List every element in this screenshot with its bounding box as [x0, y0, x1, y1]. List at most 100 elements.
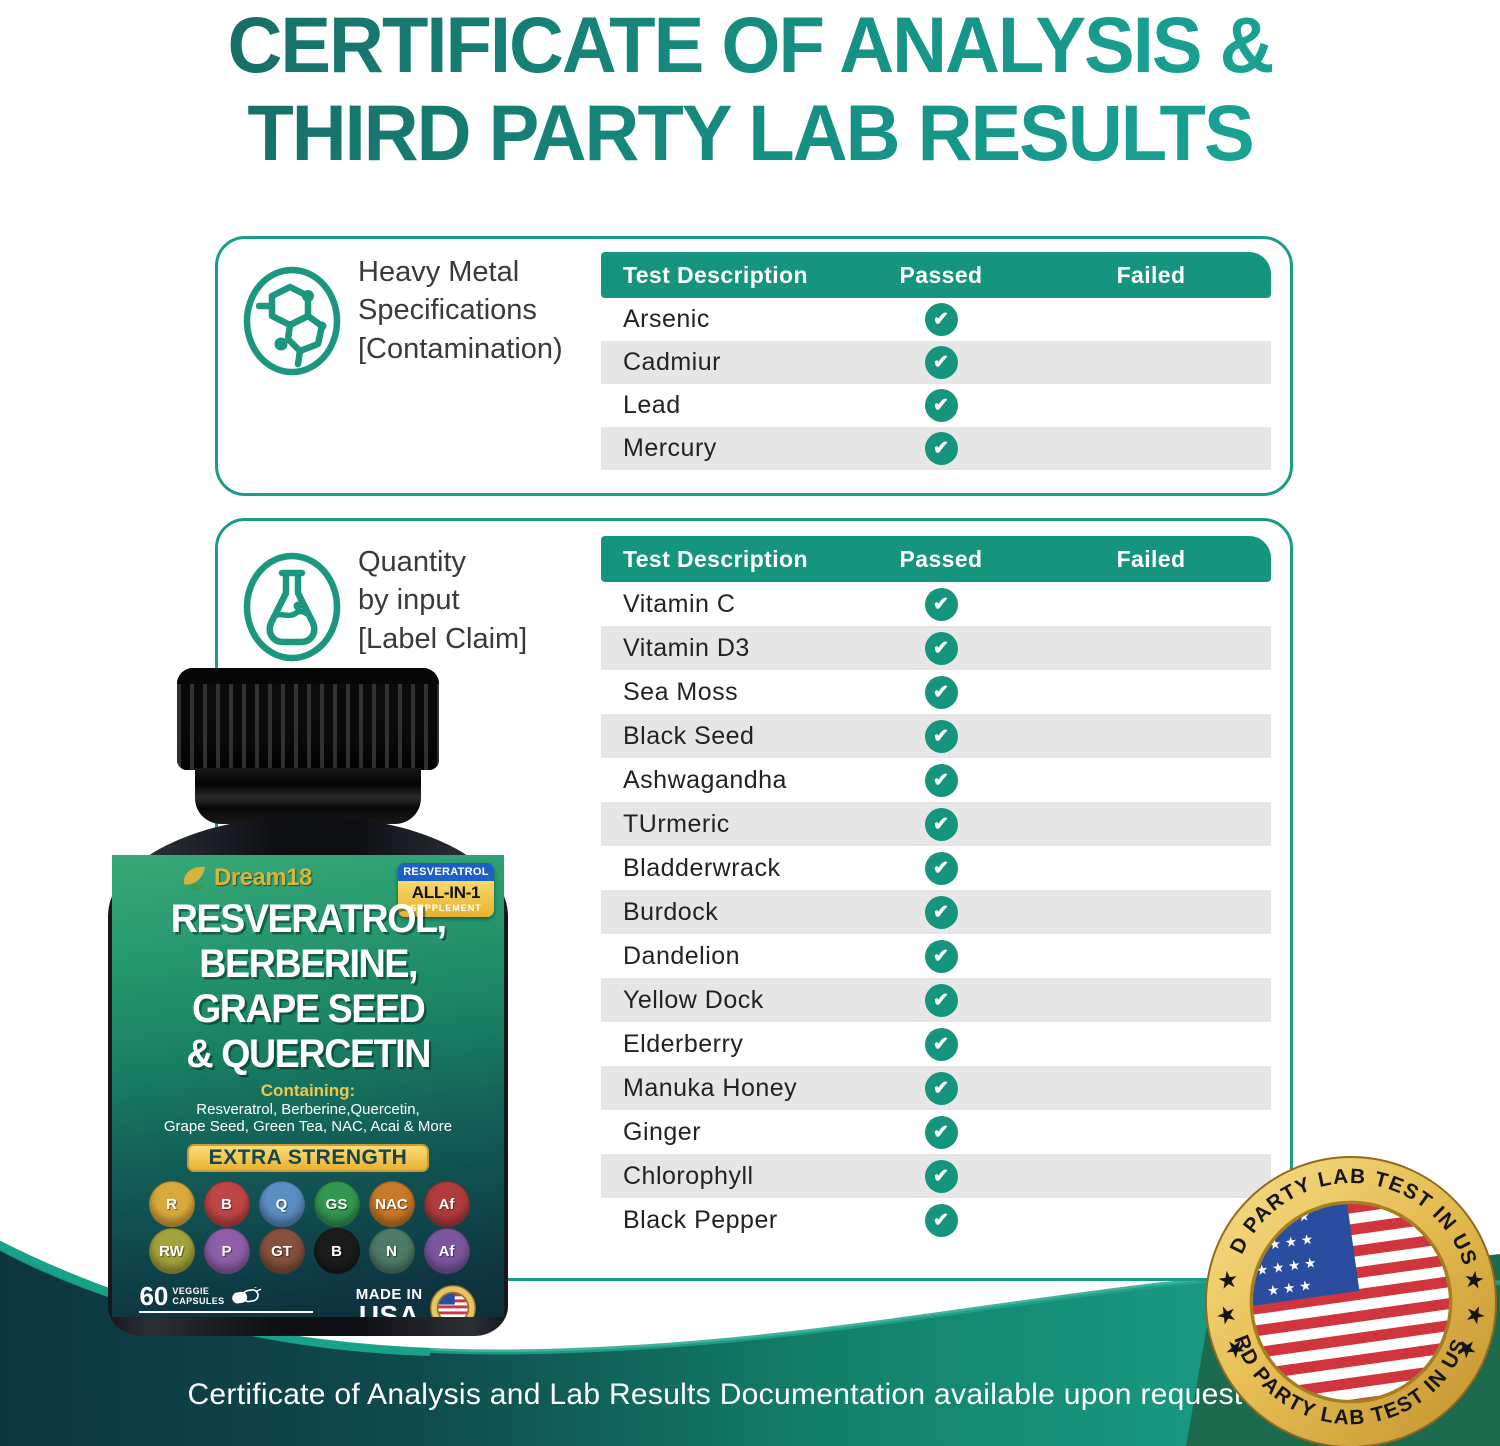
ingredient-circle: Af — [423, 1181, 470, 1227]
ingredient-circle: N — [368, 1228, 415, 1274]
svg-text:★: ★ — [1213, 1303, 1241, 1327]
passed-check-icon: ✔ — [924, 675, 958, 709]
heavy-metal-table: Test Description Passed Failed Arsenic ✔ … — [601, 252, 1271, 470]
passed-check-icon: ✔ — [924, 432, 958, 465]
table-row: Vitamin D3 ✔ — [601, 626, 1271, 670]
page-title: CERTIFICATE OF ANALYSIS & THIRD PARTY LA… — [0, 0, 1500, 178]
page-title-line-1: CERTIFICATE OF ANALYSIS & — [0, 0, 1500, 92]
table-row: Ginger ✔ — [601, 1110, 1271, 1154]
test-name: Sea Moss — [623, 677, 739, 706]
ingredient-circle: NAC — [368, 1181, 415, 1227]
passed-check-icon: ✔ — [924, 1115, 958, 1149]
passed-check-icon: ✔ — [924, 719, 958, 753]
test-name: Vitamin D3 — [623, 633, 750, 662]
ingredient-circle: B — [203, 1181, 250, 1227]
passed-check-icon: ✔ — [924, 1159, 958, 1193]
passed-check-icon: ✔ — [924, 1071, 958, 1105]
col-failed: Failed — [1116, 545, 1186, 572]
ingredient-circle: B — [313, 1228, 360, 1274]
capsule-unit-line: CAPSULES — [172, 1296, 225, 1306]
bottle-label: Dream18 RESVERATROL ALL-IN-1 SUPPLEMENT … — [112, 855, 504, 1317]
passed-check-icon: ✔ — [924, 303, 958, 336]
test-name: Ginger — [623, 1117, 702, 1146]
col-passed: Passed — [899, 261, 983, 288]
table-row: Black Pepper ✔ — [601, 1198, 1271, 1242]
containing-line: Grape Seed, Green Tea, NAC, Acai & More — [163, 1118, 453, 1135]
table-row: Lead ✔ — [601, 384, 1271, 427]
passed-check-icon: ✔ — [924, 631, 958, 665]
label-claim-heading: Quantity by input [Label Claim] — [358, 546, 528, 655]
table-header: Test Description Passed Failed — [601, 252, 1271, 298]
passed-check-icon: ✔ — [924, 895, 958, 929]
capsule-count: 60 VEGGIE CAPSULES — [139, 1281, 314, 1317]
table-row: Bladderwrack ✔ — [601, 846, 1271, 890]
test-name: Burdock — [623, 897, 719, 926]
usa-text: USA — [358, 1299, 420, 1317]
test-name: Lead — [623, 391, 681, 419]
made-in-text: MADE IN — [355, 1285, 423, 1303]
third-party-lab-seal: ★ ★ ★ ★ ★ ★ ★ ★ ★ ★ ★ ★ ★ ★ ★ 3RD PARTY … — [1203, 1154, 1497, 1446]
col-test-description: Test Description — [623, 261, 808, 288]
test-name: Black Seed — [623, 721, 755, 750]
brand-name: Dream18 — [214, 864, 312, 891]
capsule-unit-line: VEGGIE — [172, 1286, 210, 1296]
table-row: Arsenic ✔ — [601, 298, 1271, 341]
capsule-count-number: 60 — [139, 1281, 169, 1311]
svg-text:★: ★ — [1459, 1268, 1488, 1293]
molecule-icon — [243, 266, 341, 376]
test-name: Ashwagandha — [623, 765, 787, 794]
containing-label: Containing: — [260, 1081, 356, 1100]
table-row: Manuka Honey ✔ — [601, 1066, 1271, 1110]
ingredient-circle: Af — [423, 1228, 470, 1274]
product-title-line: & QUERCETIN — [186, 1032, 431, 1076]
leaf-icon — [183, 866, 205, 891]
test-name: Black Pepper — [623, 1205, 778, 1234]
test-name: Bladderwrack — [623, 853, 781, 882]
extra-strength-banner: EXTRA STRENGTH — [187, 1144, 429, 1172]
passed-check-icon: ✔ — [924, 807, 958, 841]
bottle-cap — [177, 668, 439, 770]
ingredient-circle: Q — [258, 1181, 305, 1227]
table-row: Ashwagandha ✔ — [601, 758, 1271, 802]
ingredient-circle: RW — [148, 1228, 195, 1274]
capsule-icon — [231, 1287, 261, 1304]
ingredient-circle: P — [203, 1228, 250, 1274]
all-in-one-badge: RESVERATROL ALL-IN-1 SUPPLEMENT — [398, 863, 494, 917]
badge-all-in-1: ALL-IN-1 — [411, 883, 481, 902]
label-claim-table: Test Description Passed Failed Vitamin C… — [601, 536, 1271, 1242]
heavy-metal-card: Heavy Metal Specifications [Contaminatio… — [215, 236, 1293, 496]
usa-seal-icon — [429, 1285, 476, 1317]
passed-check-icon: ✔ — [924, 983, 958, 1017]
footer-availability-note: Certificate of Analysis and Lab Results … — [187, 1378, 1243, 1411]
product-title-line: GRAPE SEED — [191, 987, 426, 1031]
test-name: Mercury — [623, 434, 717, 462]
containing-line: Resveratrol, Berberine,Quercetin, — [196, 1101, 420, 1118]
made-in-usa: MADE IN USA — [356, 1284, 477, 1317]
badge-resveratrol: RESVERATROL — [398, 863, 494, 881]
passed-check-icon: ✔ — [924, 587, 958, 621]
test-name: Elderberry — [623, 1029, 744, 1058]
ingredient-circle: GT — [258, 1228, 305, 1274]
passed-check-icon: ✔ — [924, 1027, 958, 1061]
product-title-line: BERBERINE, — [199, 942, 418, 986]
product-title: RESVERATROL, BERBERINE, GRAPE SEED & QUE… — [171, 897, 447, 1077]
passed-check-icon: ✔ — [924, 939, 958, 973]
table-row: Black Seed ✔ — [601, 714, 1271, 758]
passed-check-icon: ✔ — [924, 763, 958, 797]
table-row: Yellow Dock ✔ — [601, 978, 1271, 1022]
col-failed: Failed — [1116, 261, 1186, 288]
dietary-supplement-text: DIETARY SUPPLEMENT — [139, 1316, 313, 1317]
flask-icon — [243, 552, 341, 662]
containing-list: Containing: Resveratrol, Berberine,Querc… — [164, 1081, 452, 1135]
test-name: Dandelion — [623, 941, 741, 970]
test-name: Arsenic — [623, 305, 710, 333]
seal-stars: ★ ★ ★ ★ ★ ★ — [1213, 1268, 1488, 1364]
ingredient-circle: GS — [313, 1181, 360, 1227]
table-row: Sea Moss ✔ — [601, 670, 1271, 714]
table-row: Cadmiur ✔ — [601, 341, 1271, 384]
ingredient-circles: R B Q GS NAC Af RW P GT B N Af — [148, 1181, 470, 1274]
test-name: Manuka Honey — [623, 1073, 798, 1102]
table-row: Dandelion ✔ — [601, 934, 1271, 978]
test-name: Yellow Dock — [623, 985, 764, 1014]
